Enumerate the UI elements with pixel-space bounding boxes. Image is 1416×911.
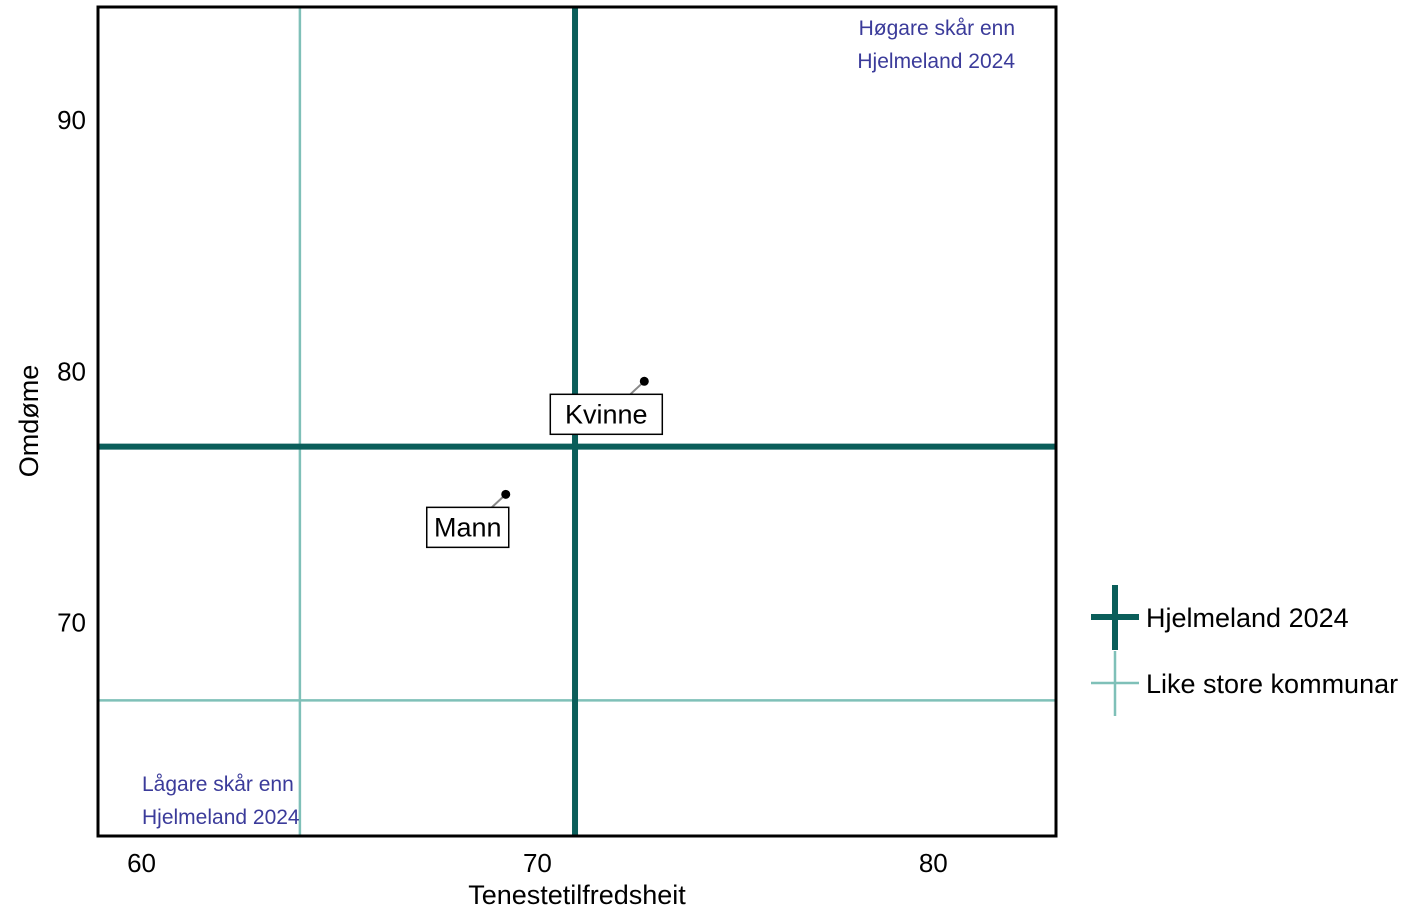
data-points: Kvinne Mann [425, 376, 664, 549]
x-tick-label: 70 [523, 848, 552, 878]
y-tick-label: 90 [57, 105, 86, 135]
legend: Hjelmeland 2024 Like store kommunar [1091, 585, 1398, 716]
data-point-mann: Mann [425, 489, 511, 549]
point-label: Kvinne [565, 399, 648, 429]
x-tick-label: 60 [127, 848, 156, 878]
legend-label-hjelmeland-2024: Hjelmeland 2024 [1146, 603, 1349, 633]
y-tick-label: 80 [57, 356, 86, 386]
data-point-kvinne: Kvinne [549, 376, 664, 436]
point-marker [501, 489, 511, 499]
x-axis-ticks: 60 70 80 [127, 848, 948, 878]
legend-label-like-store-kommunar: Like store kommunar [1146, 669, 1398, 699]
y-tick-label: 70 [57, 607, 86, 637]
point-label-box [549, 393, 664, 436]
point-label: Mann [434, 512, 502, 542]
y-axis-ticks: 70 80 90 [57, 105, 86, 637]
y-axis-title: Omdøme [14, 365, 44, 478]
x-axis-title: Tenestetilfredsheit [468, 880, 686, 910]
point-marker [639, 376, 649, 386]
quadrant-note-top-right-line-2: Hjelmeland 2024 [857, 50, 1015, 73]
quadrant-note-bottom-left-line-1: Lågare skår enn [142, 773, 294, 796]
x-tick-label: 80 [919, 848, 948, 878]
quadrant-note-top-right-line-1: Høgare skår enn [859, 17, 1015, 40]
quadrant-note-bottom-left-line-2: Hjelmeland 2024 [142, 806, 300, 829]
plot-panel-border [96, 5, 1058, 838]
point-label-box [425, 506, 510, 549]
